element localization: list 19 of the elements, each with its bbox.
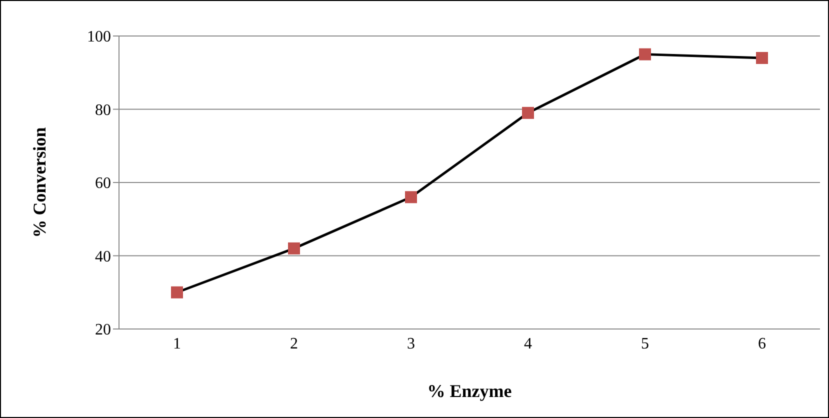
y-tick-label: 40 <box>95 248 111 266</box>
x-tick-label: 2 <box>290 335 298 352</box>
x-tick-label: 3 <box>407 335 415 352</box>
point <box>171 286 183 298</box>
y-tick-label: 100 <box>87 28 111 46</box>
y-axis-title: % Conversion <box>29 127 50 238</box>
point <box>288 242 300 254</box>
point <box>756 52 768 64</box>
point <box>405 191 417 204</box>
x-tick-label: 5 <box>641 335 649 352</box>
x-axis-title: % Enzyme <box>427 381 512 401</box>
point <box>639 48 651 60</box>
point <box>522 106 534 119</box>
y-tick-label: 80 <box>95 102 111 119</box>
x-tick-label: 1 <box>173 335 181 352</box>
x-tick-label: 4 <box>524 335 532 352</box>
y-tick-label: 20 <box>95 322 111 339</box>
y-tick-label: 60 <box>95 175 111 192</box>
x-tick-label: 6 <box>758 335 766 352</box>
